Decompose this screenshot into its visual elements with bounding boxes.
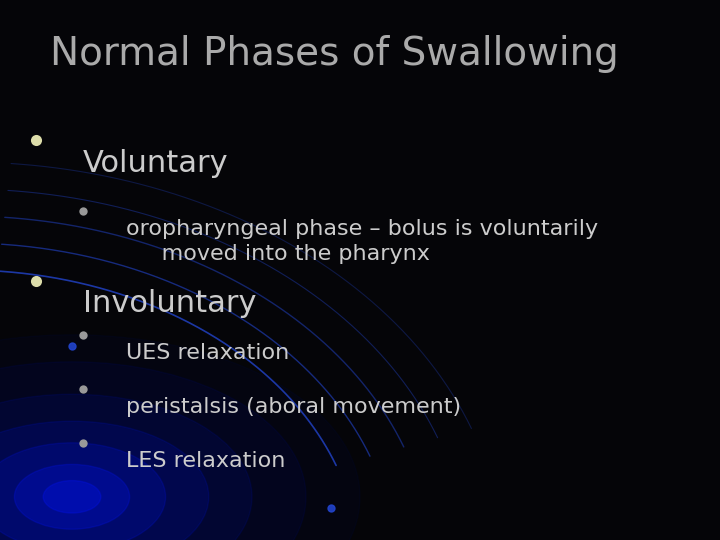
Ellipse shape (0, 362, 306, 540)
Text: UES relaxation: UES relaxation (126, 343, 289, 363)
Text: Voluntary: Voluntary (83, 148, 228, 178)
Ellipse shape (43, 481, 101, 513)
Text: peristalsis (aboral movement): peristalsis (aboral movement) (126, 397, 461, 417)
Ellipse shape (0, 421, 209, 540)
Text: Normal Phases of Swallowing: Normal Phases of Swallowing (50, 35, 619, 73)
Text: Involuntary: Involuntary (83, 289, 256, 318)
Ellipse shape (0, 394, 252, 540)
Ellipse shape (0, 443, 166, 540)
Ellipse shape (14, 464, 130, 529)
Text: LES relaxation: LES relaxation (126, 451, 285, 471)
Text: oropharyngeal phase – bolus is voluntarily
     moved into the pharynx: oropharyngeal phase – bolus is voluntari… (126, 219, 598, 264)
